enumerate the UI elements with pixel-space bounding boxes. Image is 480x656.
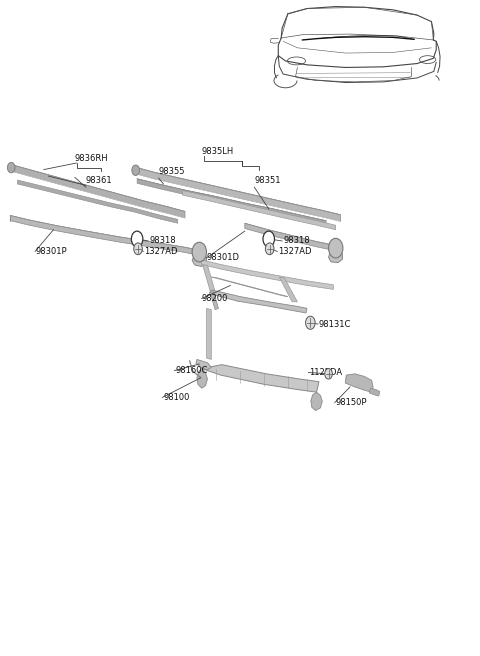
- Text: 9835LH: 9835LH: [202, 148, 234, 157]
- Text: 98355: 98355: [158, 167, 185, 176]
- Polygon shape: [369, 388, 380, 396]
- Polygon shape: [209, 292, 218, 310]
- Polygon shape: [137, 178, 326, 225]
- Text: 98318: 98318: [149, 236, 176, 245]
- Polygon shape: [245, 223, 336, 251]
- Circle shape: [328, 238, 343, 258]
- Polygon shape: [328, 249, 342, 262]
- Polygon shape: [196, 359, 211, 370]
- Text: 98351: 98351: [254, 176, 281, 185]
- Text: 98160C: 98160C: [175, 366, 208, 375]
- Polygon shape: [206, 308, 211, 359]
- Polygon shape: [202, 260, 333, 289]
- Polygon shape: [203, 265, 215, 291]
- Circle shape: [7, 163, 15, 173]
- Polygon shape: [17, 180, 178, 223]
- Polygon shape: [311, 392, 323, 411]
- Text: 1327AD: 1327AD: [278, 247, 312, 256]
- Text: 98150P: 98150P: [336, 398, 367, 407]
- Circle shape: [132, 165, 140, 175]
- Text: 98100: 98100: [163, 393, 190, 402]
- Ellipse shape: [288, 57, 306, 65]
- Text: 98361: 98361: [86, 176, 112, 185]
- Text: 1125DA: 1125DA: [310, 368, 343, 377]
- Polygon shape: [211, 277, 288, 297]
- Polygon shape: [192, 253, 206, 266]
- Polygon shape: [279, 277, 298, 302]
- Circle shape: [192, 242, 206, 262]
- Ellipse shape: [420, 56, 436, 64]
- Text: 1327AD: 1327AD: [144, 247, 178, 256]
- Polygon shape: [10, 165, 185, 218]
- Text: 9836RH: 9836RH: [75, 154, 108, 163]
- Text: 98301P: 98301P: [35, 247, 67, 256]
- Circle shape: [132, 231, 143, 247]
- Polygon shape: [182, 190, 336, 230]
- Polygon shape: [135, 167, 340, 221]
- Polygon shape: [10, 215, 199, 255]
- Circle shape: [324, 369, 332, 379]
- Text: 98131C: 98131C: [319, 319, 351, 329]
- Polygon shape: [202, 365, 319, 392]
- Circle shape: [306, 316, 315, 329]
- Text: 98318: 98318: [283, 236, 310, 245]
- Circle shape: [265, 243, 274, 255]
- Text: 98200: 98200: [202, 294, 228, 303]
- Circle shape: [263, 231, 275, 247]
- Polygon shape: [197, 369, 207, 388]
- Polygon shape: [210, 290, 307, 313]
- Text: 98301D: 98301D: [206, 253, 240, 262]
- Circle shape: [134, 243, 143, 255]
- Polygon shape: [345, 374, 373, 392]
